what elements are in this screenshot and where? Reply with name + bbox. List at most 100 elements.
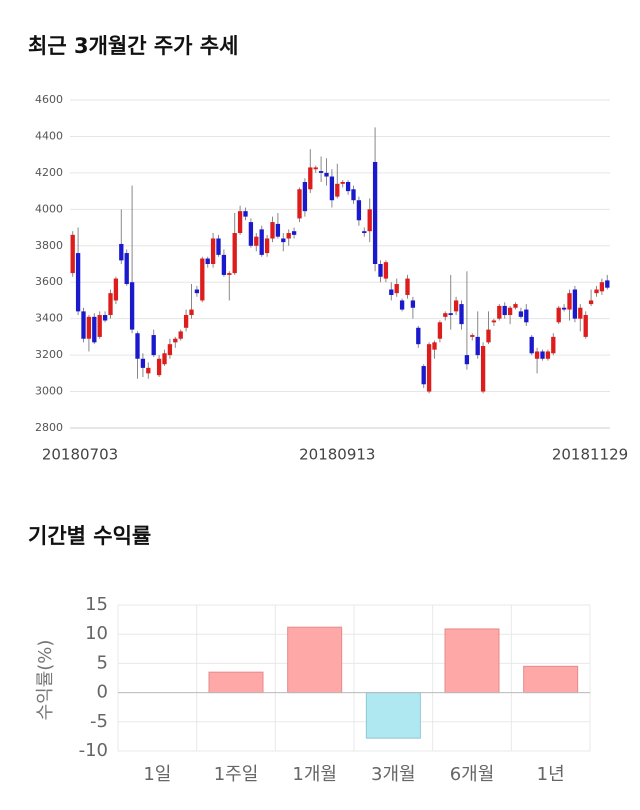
bar bbox=[523, 665, 579, 694]
candle-body bbox=[432, 342, 437, 350]
candle-body bbox=[75, 253, 81, 312]
candle-body bbox=[545, 351, 551, 359]
candle-body bbox=[205, 258, 210, 264]
candle-body bbox=[286, 233, 291, 239]
candle-body bbox=[399, 300, 405, 310]
candle-body bbox=[173, 338, 178, 343]
candle-body bbox=[410, 300, 416, 308]
candle-body bbox=[227, 273, 232, 275]
candle-body bbox=[81, 311, 86, 339]
y-tick-label: 4600 bbox=[35, 93, 63, 106]
candle-body bbox=[221, 254, 227, 275]
candle-body bbox=[335, 183, 340, 197]
candle-body bbox=[470, 335, 475, 337]
candle-body bbox=[572, 289, 578, 319]
candle-body bbox=[313, 167, 318, 170]
candle-body bbox=[151, 335, 156, 356]
y-tick-label: 4400 bbox=[35, 129, 63, 142]
candle-body bbox=[254, 236, 259, 246]
candle-body bbox=[405, 278, 410, 295]
candle-body bbox=[534, 351, 540, 359]
y-tick-label: 10 bbox=[85, 623, 108, 644]
x-tick-label: 1주일 bbox=[214, 764, 259, 785]
candle-body bbox=[156, 358, 162, 376]
candle-body bbox=[475, 336, 480, 356]
candle-body bbox=[291, 231, 297, 235]
candle-body bbox=[237, 211, 243, 234]
candle-body bbox=[437, 322, 443, 339]
candle-body bbox=[529, 336, 534, 354]
candle-body bbox=[426, 344, 432, 392]
candle-body bbox=[259, 229, 264, 255]
candle-body bbox=[302, 182, 308, 212]
candle-body bbox=[102, 315, 108, 321]
candle-body bbox=[507, 307, 513, 316]
candle-body bbox=[124, 253, 129, 285]
candle-body bbox=[594, 289, 599, 294]
candle-body bbox=[189, 309, 194, 316]
candle-body bbox=[113, 278, 119, 301]
candle-body bbox=[340, 182, 345, 184]
candle-body bbox=[448, 313, 453, 316]
candle-body bbox=[232, 233, 237, 274]
bar bbox=[287, 626, 343, 694]
candle-body bbox=[588, 300, 594, 305]
candle-body bbox=[270, 222, 275, 239]
candle-body bbox=[281, 238, 286, 243]
candle-body bbox=[119, 243, 124, 261]
y-tick-label: 4200 bbox=[35, 166, 63, 179]
y-tick-label: 3800 bbox=[35, 239, 63, 252]
candle-body bbox=[167, 344, 173, 356]
bar bbox=[444, 628, 500, 694]
candle-body bbox=[356, 200, 362, 221]
candle-body bbox=[129, 282, 135, 330]
chart-title: 최근 3개월간 주가 추세 bbox=[28, 34, 238, 58]
candle-body bbox=[351, 189, 356, 201]
candle-body bbox=[275, 223, 281, 237]
candle-body bbox=[578, 307, 583, 319]
candle-body bbox=[108, 293, 113, 316]
x-tick-label: 1개월 bbox=[292, 764, 337, 785]
candle-body bbox=[497, 305, 502, 319]
x-tick-label: 20181129 bbox=[552, 446, 628, 464]
candle-body bbox=[502, 305, 507, 316]
x-tick-label: 3개월 bbox=[371, 764, 416, 785]
candle-body bbox=[480, 346, 486, 392]
y-tick-label: 15 bbox=[85, 594, 108, 615]
x-tick-label: 1년 bbox=[537, 764, 565, 785]
candle-body bbox=[378, 264, 383, 277]
candle-body bbox=[513, 304, 518, 308]
candle-body bbox=[324, 172, 329, 177]
candle-body bbox=[367, 209, 372, 232]
candle-body bbox=[97, 315, 102, 337]
candle-body bbox=[345, 182, 351, 192]
candle-body bbox=[146, 367, 151, 374]
y-tick-label: 3200 bbox=[35, 348, 63, 361]
candle-body bbox=[135, 333, 140, 359]
candle-body bbox=[140, 358, 146, 368]
candle-body bbox=[329, 176, 335, 201]
candle-body bbox=[362, 231, 367, 234]
candle-body bbox=[70, 234, 75, 274]
candle-body bbox=[162, 353, 167, 365]
y-tick-label: 3000 bbox=[35, 385, 63, 398]
candle-body bbox=[92, 316, 97, 343]
y-tick-label: 0 bbox=[97, 682, 108, 703]
candle-body bbox=[194, 289, 200, 294]
candle-body bbox=[383, 262, 389, 279]
y-tick-label: 3400 bbox=[35, 312, 63, 325]
candle-body bbox=[464, 355, 470, 365]
x-tick-label: 1일 bbox=[143, 764, 171, 785]
candle-body bbox=[216, 238, 221, 255]
chart-title: 기간별 수익률 bbox=[28, 524, 151, 548]
y-tick-label: 2800 bbox=[35, 421, 63, 434]
candle-body bbox=[86, 316, 92, 339]
bar bbox=[365, 692, 421, 739]
candle-body bbox=[183, 315, 189, 328]
y-tick-label: 4000 bbox=[35, 202, 63, 215]
candle-body bbox=[210, 238, 216, 264]
y-tick-label: 5 bbox=[97, 652, 108, 673]
y-tick-label: -5 bbox=[90, 711, 108, 732]
